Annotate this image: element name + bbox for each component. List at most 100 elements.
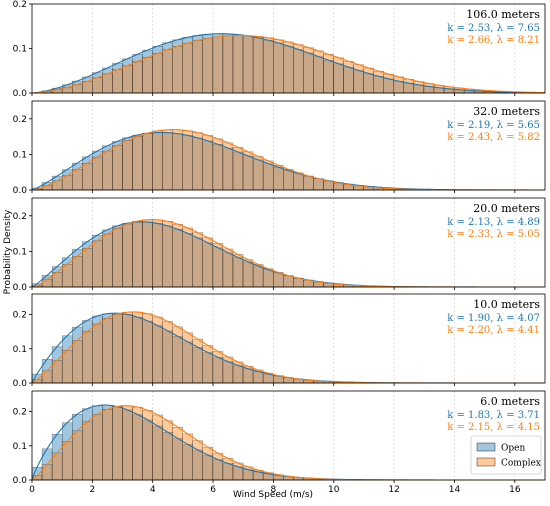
- y-tick-label: 0.2: [13, 212, 27, 222]
- bar-complex: [182, 42, 193, 94]
- legend-box: [470, 435, 542, 475]
- bar-complex: [41, 370, 53, 384]
- bar-complex: [393, 76, 404, 94]
- y-tick-label: 0.1: [13, 45, 27, 55]
- bar-complex: [82, 163, 93, 191]
- x-tick-label: 12: [388, 485, 399, 495]
- bar-complex: [112, 314, 123, 384]
- bar-complex: [92, 77, 103, 94]
- bar-complex: [112, 406, 123, 481]
- height-label: 32.0 meters: [473, 105, 540, 118]
- panel-3: 0.0 0.1 0.2 10.0 meters k = 1.90, λ = 4.07k …: [13, 293, 546, 389]
- fit-curve-complex: [31, 34, 546, 94]
- weibull-params-complex: k = 2.43, λ = 5.82: [447, 132, 540, 143]
- legend-entry: Open: [501, 444, 525, 454]
- bar-complex: [283, 275, 294, 288]
- bar-complex: [313, 178, 324, 191]
- bar-complex: [262, 37, 274, 94]
- bar-complex: [212, 452, 224, 481]
- bar-complex: [423, 83, 435, 94]
- bar-complex: [162, 129, 173, 191]
- y-tick-label: 0.1: [13, 442, 27, 452]
- bar-complex: [433, 85, 445, 94]
- bar-complex: [313, 50, 324, 94]
- bar-complex: [152, 53, 163, 94]
- panel-frame: [31, 197, 546, 288]
- bar-complex: [92, 240, 103, 288]
- bar-complex: [413, 81, 425, 94]
- bar-complex: [172, 46, 183, 94]
- bar-complex: [41, 279, 53, 288]
- bar-complex: [92, 156, 103, 191]
- bar-complex: [202, 446, 214, 481]
- bar-complex: [41, 464, 53, 481]
- bar-complex: [142, 219, 153, 288]
- height-label: 10.0 meters: [473, 298, 540, 311]
- x-tick-label: 6: [210, 485, 216, 495]
- bar-complex: [102, 150, 113, 191]
- bar-complex: [122, 312, 133, 384]
- x-tick-label: 0: [29, 485, 35, 495]
- bar-complex: [132, 220, 143, 288]
- bar-complex: [172, 223, 183, 288]
- bar-complex: [82, 248, 93, 288]
- height-label: 106.0 meters: [466, 8, 540, 21]
- y-tick-label: 0.2: [13, 408, 27, 418]
- bar-complex: [272, 272, 284, 288]
- bar-complex: [182, 130, 193, 191]
- panel-1: 0.0 0.1 0.2 32.0 meters k = 2.19, λ = 5.65k …: [13, 100, 546, 196]
- y-tick-label: 0.2: [13, 311, 27, 321]
- weibull-params-open: k = 1.83, λ = 3.71: [447, 410, 540, 421]
- bar-complex: [383, 73, 394, 94]
- bar-complex: [102, 409, 113, 481]
- bar-complex: [61, 441, 73, 481]
- bar-complex: [252, 36, 264, 94]
- weibull-params-open: k = 2.53, λ = 7.65: [447, 23, 540, 34]
- y-tick-label: 0.2: [13, 115, 27, 125]
- y-tick-label: 0.2: [13, 0, 27, 10]
- bar-complex: [232, 35, 244, 94]
- x-tick-label: 16: [509, 485, 521, 495]
- weibull-params-complex: k = 2.15, λ = 4.15: [447, 422, 540, 433]
- bar-complex: [61, 350, 73, 384]
- bar-complex: [122, 223, 133, 288]
- bar-complex: [242, 35, 254, 94]
- bar-complex: [363, 67, 374, 94]
- bar-complex: [72, 430, 83, 481]
- x-tick-label: 10: [328, 485, 340, 495]
- y-tick-label: 0.0: [13, 476, 28, 486]
- y-tick-label: 0.0: [13, 283, 28, 293]
- bar-complex: [323, 180, 334, 191]
- bar-complex: [192, 440, 204, 481]
- y-axis-label: Probability Density: [3, 209, 13, 294]
- weibull-params-complex: k = 2.20, λ = 4.41: [447, 325, 540, 336]
- bar-complex: [172, 326, 183, 384]
- bar-complex: [72, 169, 83, 191]
- x-axis-label: Wind Speed (m/s): [233, 490, 313, 500]
- bar-complex: [122, 65, 133, 94]
- bar-complex: [192, 132, 204, 191]
- bar-complex: [41, 185, 53, 191]
- panel-frame: [31, 390, 546, 481]
- weibull-params-open: k = 2.19, λ = 5.65: [447, 120, 540, 131]
- bar-complex: [202, 237, 214, 288]
- bar-complex: [152, 130, 163, 191]
- bar-complex: [112, 69, 123, 94]
- x-tick-label: 14: [449, 485, 461, 495]
- bar-complex: [92, 414, 103, 481]
- bar-complex: [283, 168, 294, 191]
- weibull-params-complex: k = 2.66, λ = 8.21: [447, 35, 540, 46]
- bar-complex: [283, 41, 294, 94]
- bar-complex: [202, 135, 214, 191]
- weibull-params-open: k = 2.13, λ = 4.89: [447, 217, 540, 228]
- bar-complex: [172, 129, 183, 191]
- fit-curve-open: [31, 33, 546, 94]
- bar-complex: [222, 35, 234, 94]
- panel-4: 0.0 0.1 0.2 0 2 4 6 8 10 12 14 16 6.0 meters k = 1.83…: [13, 390, 546, 495]
- bar-complex: [82, 421, 93, 481]
- bar-complex: [112, 145, 123, 191]
- bar-complex: [142, 57, 153, 94]
- bar-complex: [142, 313, 153, 384]
- bar-complex: [132, 61, 143, 94]
